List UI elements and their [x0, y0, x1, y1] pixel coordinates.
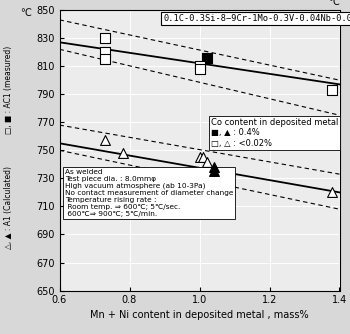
Text: ℃: ℃: [20, 8, 31, 18]
Point: [102, 56, 108, 62]
Point: [120, 150, 125, 156]
Point: [197, 155, 202, 160]
Point: [204, 55, 209, 60]
Point: [102, 35, 108, 41]
Point: [211, 169, 216, 174]
Point: [102, 138, 108, 143]
Point: [197, 66, 202, 71]
Text: 0.1C-0.3Si-8−9Cr-1Mo-0.3V-0.04Nb-0.03N: 0.1C-0.3Si-8−9Cr-1Mo-0.3V-0.04Nb-0.03N: [163, 14, 350, 23]
Text: ℃: ℃: [329, 0, 340, 7]
X-axis label: Mn + Ni content in deposited metal , mass%: Mn + Ni content in deposited metal , mas…: [90, 310, 309, 320]
Point: [197, 63, 202, 69]
Text: As welded
Test piece dia. : 8.0mmφ
High vacuum atmosphere (ab 10-3Pa)
No contact: As welded Test piece dia. : 8.0mmφ High …: [65, 169, 233, 217]
Point: [330, 190, 335, 195]
Text: △, ▲ : A1 (Calculated): △, ▲ : A1 (Calculated): [4, 166, 13, 248]
Point: [200, 155, 206, 160]
Point: [330, 87, 335, 93]
Point: [102, 49, 108, 55]
Text: Co content in deposited metal
■, ▲ : 0.4%
□, △ : <0.02%: Co content in deposited metal ■, ▲ : 0.4…: [211, 118, 338, 148]
Text: □, ■ : AC1 (measured): □, ■ : AC1 (measured): [4, 46, 13, 134]
Point: [211, 164, 216, 170]
Point: [204, 159, 209, 164]
